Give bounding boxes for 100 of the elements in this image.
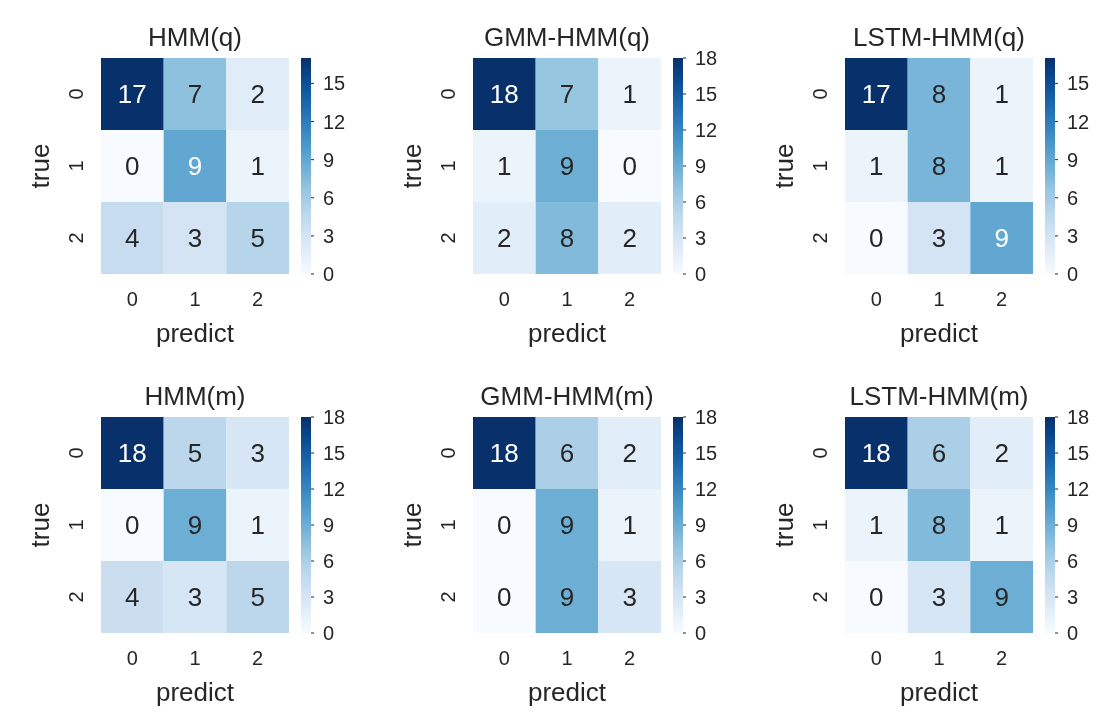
chart-title: LSTM-HMM(m) — [849, 381, 1029, 411]
y-tick-label: 1 — [437, 519, 459, 531]
y-axis-title: true — [397, 143, 427, 189]
color-bar-label: 9 — [1067, 148, 1079, 171]
color-bar-label: 6 — [1067, 186, 1079, 209]
x-axis-title: predict — [899, 318, 979, 348]
data-label: 1 — [869, 151, 884, 182]
color-bar-label: 3 — [1067, 224, 1079, 247]
color-bar-label: 6 — [323, 550, 335, 572]
color-bar-label: 0 — [323, 622, 335, 644]
y-tick-label: 2 — [65, 591, 87, 603]
color-bar-label: 18 — [1067, 406, 1090, 428]
y-tick-label: 1 — [809, 519, 831, 531]
y-tick-label: 2 — [809, 591, 831, 603]
data-label: 1 — [994, 151, 1009, 182]
x-tick-label: 0 — [126, 288, 138, 310]
color-bar-label: 9 — [323, 148, 335, 171]
color-bar-label: 3 — [695, 227, 707, 249]
color-bar-label: 18 — [323, 406, 346, 428]
chart-title: LSTM-HMM(q) — [853, 22, 1025, 52]
data-label: 3 — [931, 223, 947, 254]
data-label: 2 — [622, 223, 637, 254]
x-tick-label: 0 — [126, 647, 138, 669]
y-tick-label: 0 — [809, 447, 831, 459]
y-axis-title: true — [25, 502, 55, 548]
chart-title: GMM-HMM(q) — [483, 22, 651, 52]
data-label: 8 — [931, 510, 947, 541]
color-bar-label: 15 — [1067, 442, 1090, 464]
x-axis-title: predict — [527, 677, 607, 707]
color-bar-label: 9 — [323, 514, 335, 536]
y-tick-label: 0 — [437, 447, 459, 459]
data-label: 1 — [994, 510, 1009, 541]
x-tick-label: 1 — [933, 288, 945, 310]
color-bar-label: 0 — [1067, 622, 1079, 644]
data-label: 0 — [497, 510, 512, 541]
data-label: 4 — [125, 223, 140, 254]
data-label: 1 — [869, 510, 884, 541]
y-tick-label: 2 — [65, 232, 87, 244]
x-tick-label: 1 — [561, 647, 573, 669]
color-bar-label: 12 — [1067, 110, 1090, 133]
data-label: 1 — [622, 79, 637, 110]
color-bar-label: 12 — [323, 110, 346, 133]
y-tick-label: 2 — [809, 232, 831, 244]
x-axis-title: predict — [155, 677, 235, 707]
y-axis-title: true — [769, 143, 799, 189]
data-label: 0 — [125, 151, 140, 182]
data-label: 18 — [489, 438, 519, 469]
y-tick-label: 1 — [437, 160, 459, 172]
data-label: 9 — [187, 151, 203, 182]
color-bar-label: 3 — [323, 224, 335, 247]
data-label: 18 — [117, 438, 147, 469]
x-tick-label: 0 — [498, 288, 510, 310]
y-tick-label: 2 — [437, 591, 459, 603]
chart-title: GMM-HMM(m) — [480, 381, 654, 411]
data-label: 8 — [931, 79, 947, 110]
color-bar-label: 0 — [695, 622, 707, 644]
x-axis-title: predict — [155, 318, 235, 348]
y-tick-label: 0 — [65, 88, 87, 100]
data-label: 18 — [489, 79, 519, 110]
data-label: 18 — [861, 438, 891, 469]
data-label: 6 — [559, 438, 575, 469]
color-bar-label: 6 — [1067, 550, 1079, 572]
color-bar-label: 12 — [695, 478, 718, 500]
y-axis-title: true — [25, 143, 55, 189]
chart-title: HMM(q) — [148, 22, 242, 52]
color-bar-label: 9 — [1067, 514, 1079, 536]
color-bar-label: 3 — [1067, 586, 1079, 608]
x-tick-label: 2 — [252, 288, 264, 310]
data-label: 0 — [869, 582, 884, 613]
y-tick-label: 0 — [437, 88, 459, 100]
data-label: 1 — [994, 79, 1009, 110]
data-label: 6 — [931, 438, 947, 469]
data-label: 1 — [622, 510, 637, 541]
y-tick-label: 0 — [809, 88, 831, 100]
data-label: 3 — [187, 223, 203, 254]
data-label: 17 — [861, 79, 891, 110]
color-bar-label: 15 — [695, 442, 718, 464]
chart-title: HMM(m) — [144, 381, 246, 411]
data-label: 4 — [125, 582, 140, 613]
data-label: 9 — [559, 510, 575, 541]
color-bar-label: 0 — [1067, 263, 1079, 285]
color-bar-label: 3 — [323, 586, 335, 608]
color-bar-label: 9 — [695, 155, 707, 177]
data-label: 3 — [250, 438, 265, 469]
data-label: 2 — [250, 79, 265, 110]
data-label: 1 — [250, 151, 265, 182]
color-bar-label: 6 — [695, 550, 707, 572]
data-label: 1 — [497, 151, 512, 182]
x-tick-label: 1 — [189, 647, 201, 669]
y-tick-label: 1 — [65, 160, 87, 172]
data-label: 9 — [559, 151, 575, 182]
data-label: 5 — [187, 438, 203, 469]
data-label: 9 — [994, 582, 1009, 613]
data-label: 3 — [187, 582, 203, 613]
x-tick-label: 2 — [252, 647, 264, 669]
x-tick-label: 1 — [561, 288, 573, 310]
data-label: 3 — [931, 582, 947, 613]
y-axis-title: true — [769, 502, 799, 548]
x-tick-label: 0 — [870, 647, 882, 669]
data-label: 17 — [117, 79, 147, 110]
